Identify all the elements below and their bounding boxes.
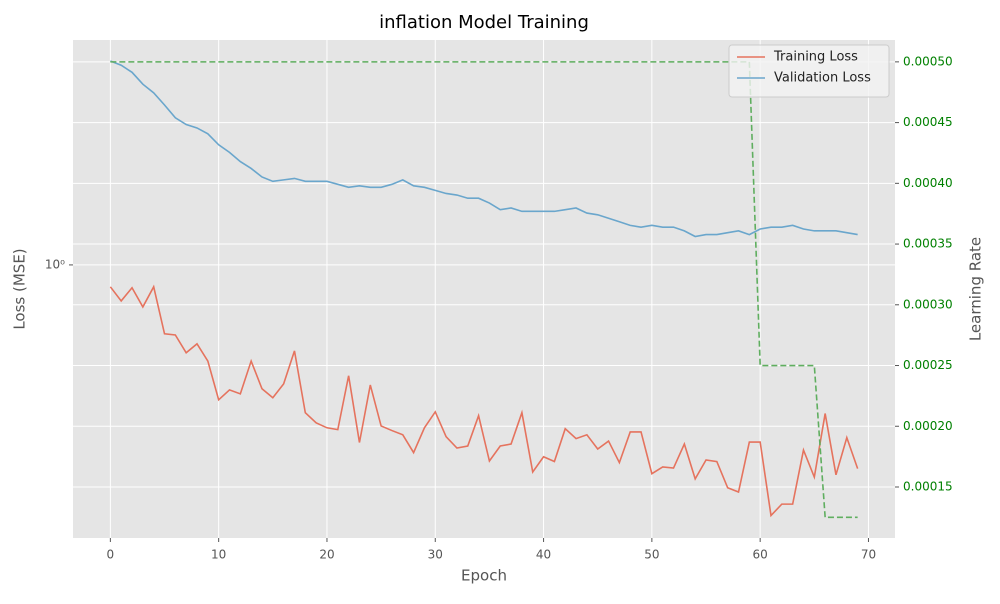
plot-background <box>73 40 895 538</box>
x-tick-label: 50 <box>644 548 659 562</box>
y2-tick-label: 0.00040 <box>903 176 953 190</box>
y2-tick-label: 0.00050 <box>903 54 953 68</box>
y2-tick-label: 0.00045 <box>903 115 953 129</box>
x-tick-label: 20 <box>319 548 334 562</box>
legend-box <box>728 44 890 98</box>
y2-tick-label: 0.00020 <box>903 419 953 433</box>
y2-axis-label: Learning Rate <box>967 237 985 341</box>
y2-tick-label: 0.00035 <box>903 237 953 251</box>
legend-label: Training Loss <box>773 50 858 65</box>
chart-title: inflation Model Training <box>379 12 589 33</box>
x-axis-label: Epoch <box>461 567 507 585</box>
x-tick-label: 10 <box>211 548 226 562</box>
x-tick-label: 70 <box>861 548 876 562</box>
y2-tick-label: 0.00030 <box>903 297 953 311</box>
series-line <box>110 60 858 238</box>
y-tick-label: 10⁰ <box>45 257 65 271</box>
x-tick-label: 40 <box>536 548 551 562</box>
legend: Training Loss Validation Loss <box>728 44 890 98</box>
y-axis-label: Loss (MSE) <box>11 248 29 329</box>
legend-label: Validation Loss <box>774 71 871 86</box>
series-line <box>109 284 859 518</box>
y2-tick-label: 0.00015 <box>903 479 953 493</box>
y2-tick-label: 0.00025 <box>903 358 953 372</box>
x-tick-label: 0 <box>107 548 115 562</box>
x-tick-label: 30 <box>428 548 443 562</box>
x-tick-label: 60 <box>753 548 768 562</box>
